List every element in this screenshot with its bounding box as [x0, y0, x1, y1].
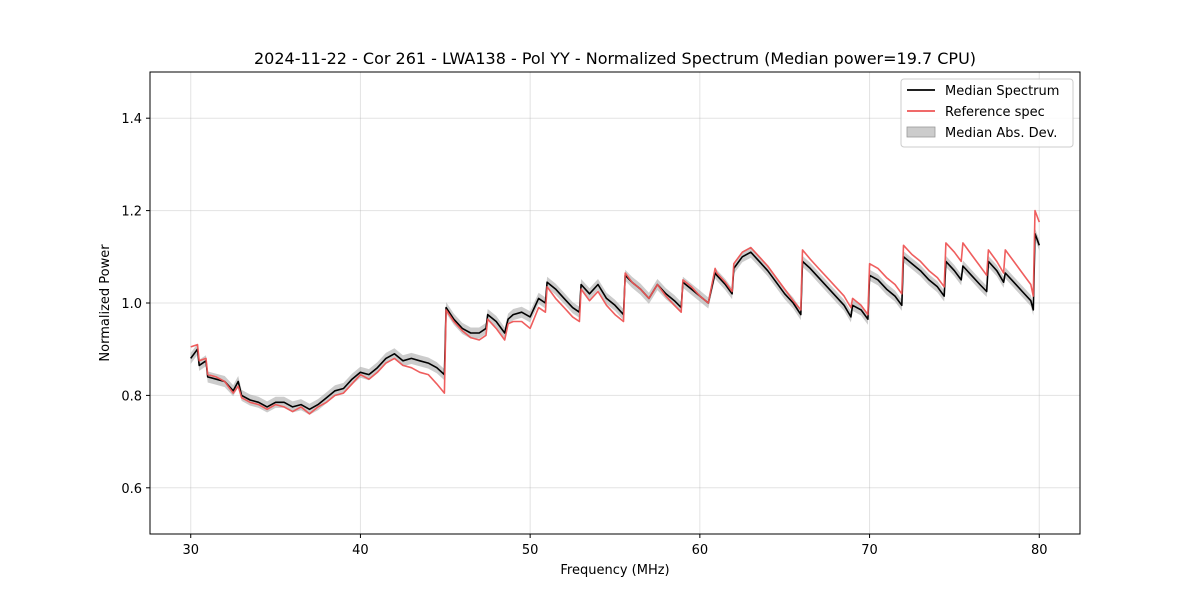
x-tick-label: 60: [692, 543, 709, 558]
x-tick-label: 80: [1031, 543, 1048, 558]
y-tick-label: 0.6: [121, 482, 142, 497]
x-tick-label: 50: [522, 543, 539, 558]
x-tick-label: 40: [352, 543, 369, 558]
legend-median-label: Median Spectrum: [945, 84, 1059, 99]
x-axis-ticks: 30 40 50 60 70 80: [182, 534, 1048, 558]
legend-mad-swatch: [906, 126, 936, 138]
legend-mad-label: Median Abs. Dev.: [945, 126, 1057, 141]
chart-title: 2024-11-22 - Cor 261 - LWA138 - Pol YY -…: [254, 49, 976, 68]
legend-box: [900, 78, 1074, 148]
legend: Median Spectrum Reference spec Median Ab…: [900, 78, 1074, 148]
legend-reference-label: Reference spec: [945, 105, 1045, 120]
plot-area: [190, 209, 1041, 415]
reference-spec-line: [190, 209, 1041, 415]
y-axis-label: Normalized Power: [98, 244, 113, 362]
y-axis-ticks: 0.6 0.8 1.0 1.2 1.4: [121, 112, 150, 497]
y-tick-label: 1.2: [121, 205, 142, 220]
y-tick-label: 1.0: [121, 297, 142, 312]
x-tick-label: 30: [182, 543, 199, 558]
y-tick-label: 0.8: [121, 389, 142, 404]
y-tick-label: 1.4: [121, 112, 142, 127]
x-axis-label: Frequency (MHz): [560, 563, 669, 578]
x-tick-label: 70: [861, 543, 878, 558]
